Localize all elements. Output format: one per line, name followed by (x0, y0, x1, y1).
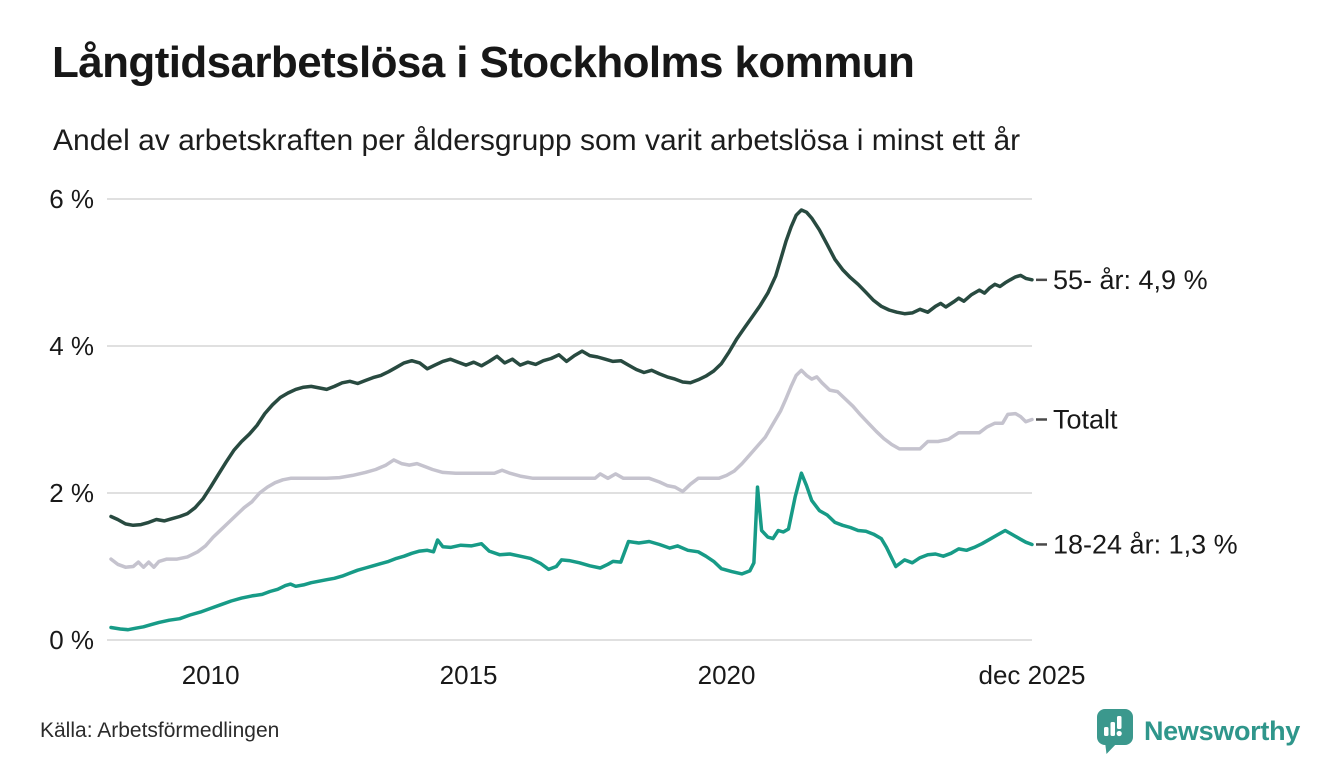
x-axis-tick-label: 2020 (698, 660, 756, 690)
x-axis-tick-label: 2010 (182, 660, 240, 690)
newsworthy-brand: Newsworthy (1096, 708, 1300, 755)
y-axis-tick-label: 0 % (49, 625, 94, 655)
source-note: Källa: Arbetsförmedlingen (40, 719, 280, 742)
series-line-0 (109, 208, 1034, 528)
page-subtitle: Andel av arbetskraften per åldersgrupp s… (53, 124, 1021, 157)
y-axis-tick-label: 6 % (49, 184, 94, 214)
brand-name: Newsworthy (1143, 716, 1300, 746)
series-end-label: 55- år: 4,9 % (1053, 265, 1208, 295)
series-line-1 (109, 368, 1034, 569)
newsworthy-logo-icon (1096, 708, 1134, 755)
series-end-label: 18-24 år: 1,3 % (1053, 529, 1238, 559)
x-axis-tick-label: dec 2025 (979, 660, 1086, 690)
series-end-label: Totalt (1053, 405, 1118, 435)
x-axis-tick-label: 2015 (440, 660, 498, 690)
series-line-2 (109, 471, 1034, 632)
page-title: Långtidsarbetslösa i Stockholms kommun (52, 38, 915, 87)
y-axis-tick-label: 2 % (49, 478, 94, 508)
y-axis-tick-label: 4 % (49, 331, 94, 361)
